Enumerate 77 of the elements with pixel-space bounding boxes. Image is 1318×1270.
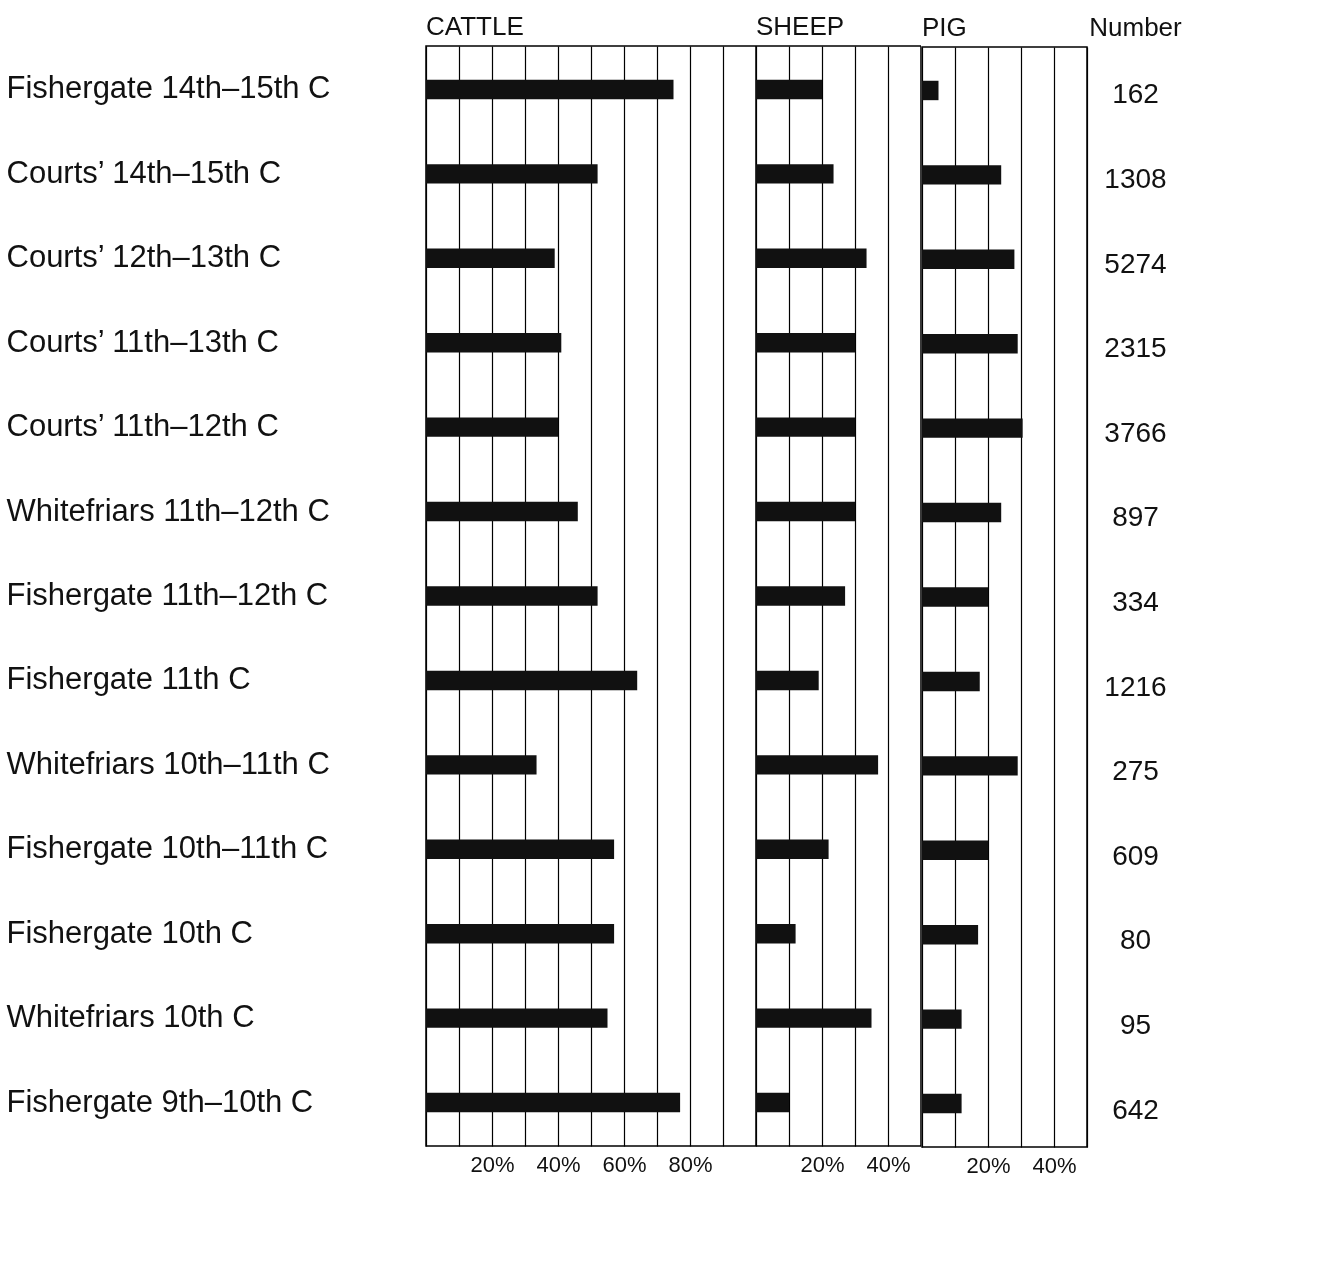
y-tick-label: Whitefriars 10th C — [6, 999, 255, 1035]
bar — [756, 923, 796, 944]
bar — [426, 501, 578, 522]
x-tick-label: 40% — [866, 1151, 911, 1177]
bar — [922, 334, 1018, 354]
text: 642 — [1112, 1093, 1159, 1125]
x-tick-label: 80% — [668, 1151, 713, 1177]
bar — [426, 923, 615, 944]
bar — [426, 670, 638, 691]
text: 162 — [1112, 78, 1159, 110]
y-tick-label: Courts’ 11th–12th C — [6, 408, 279, 444]
text: 3766 — [1104, 416, 1167, 448]
bar — [426, 1008, 608, 1028]
bar — [756, 164, 834, 184]
bar — [922, 80, 939, 101]
x-tick-label: 20% — [470, 1151, 515, 1177]
bar — [426, 586, 598, 606]
bar — [922, 840, 988, 860]
text: Number — [1089, 12, 1183, 42]
bar — [426, 248, 555, 269]
y-tick-label: Whitefriars 11th–12th C — [6, 492, 330, 528]
x-tick-label: 40% — [536, 1151, 581, 1177]
text: 80 — [1119, 924, 1152, 956]
y-tick-label: Courts’ 12th–13th C — [6, 239, 282, 275]
bar — [756, 248, 867, 269]
text: 275 — [1112, 755, 1159, 787]
bar — [426, 333, 562, 353]
bar — [756, 839, 829, 859]
y-tick-label: Fishergate 10th–11th C — [6, 830, 329, 866]
bar — [426, 755, 537, 775]
bar — [756, 333, 855, 353]
text: 334 — [1112, 586, 1159, 617]
x-tick-label: 20% — [800, 1151, 845, 1177]
text: 1308 — [1104, 162, 1167, 194]
chart-title: PIG — [922, 12, 967, 42]
bar — [426, 1092, 681, 1113]
y-tick-label: Courts’ 11th–13th C — [6, 323, 279, 359]
x-tick-label: 20% — [966, 1152, 1011, 1178]
bar — [426, 79, 674, 100]
chart-title: SHEEP — [756, 11, 845, 41]
y-tick-label: Courts’ 14th–15th C — [6, 154, 282, 190]
bar — [756, 1092, 789, 1113]
y-tick-label: Fishergate 10th C — [6, 914, 253, 950]
bar — [922, 1093, 962, 1114]
bar — [426, 417, 558, 437]
y-tick-label: Fishergate 11th–12th C — [6, 577, 329, 612]
bar — [922, 1009, 962, 1029]
bar — [756, 79, 822, 100]
text: 897 — [1112, 501, 1159, 533]
bar — [922, 924, 979, 945]
bar — [426, 164, 598, 184]
bar — [922, 671, 980, 692]
y-tick-label: Whitefriars 10th–11th C — [6, 745, 330, 781]
bar — [426, 839, 615, 859]
text: 2315 — [1104, 332, 1167, 364]
bar — [756, 1008, 872, 1028]
text: 609 — [1112, 839, 1159, 871]
x-tick-label: 40% — [1032, 1152, 1077, 1178]
y-tick-label: Fishergate 9th–10th C — [6, 1083, 314, 1119]
bar — [756, 417, 855, 437]
x-tick-label: 60% — [602, 1151, 647, 1177]
bar — [922, 418, 1023, 438]
bar — [756, 501, 855, 522]
bar — [756, 670, 819, 691]
text: 5274 — [1104, 247, 1167, 279]
bar — [922, 756, 1018, 776]
y-tick-label: Fishergate 14th–15th C — [6, 70, 331, 106]
bar — [922, 502, 1002, 523]
bar — [756, 755, 879, 775]
text: 1216 — [1104, 670, 1167, 702]
bar — [922, 165, 1002, 185]
bar — [922, 249, 1015, 270]
text: 95 — [1119, 1009, 1152, 1041]
y-tick-label: Fishergate 11th C — [6, 661, 251, 697]
bar — [756, 586, 846, 606]
chart-title: CATTLE — [426, 11, 524, 41]
bar — [922, 587, 988, 607]
